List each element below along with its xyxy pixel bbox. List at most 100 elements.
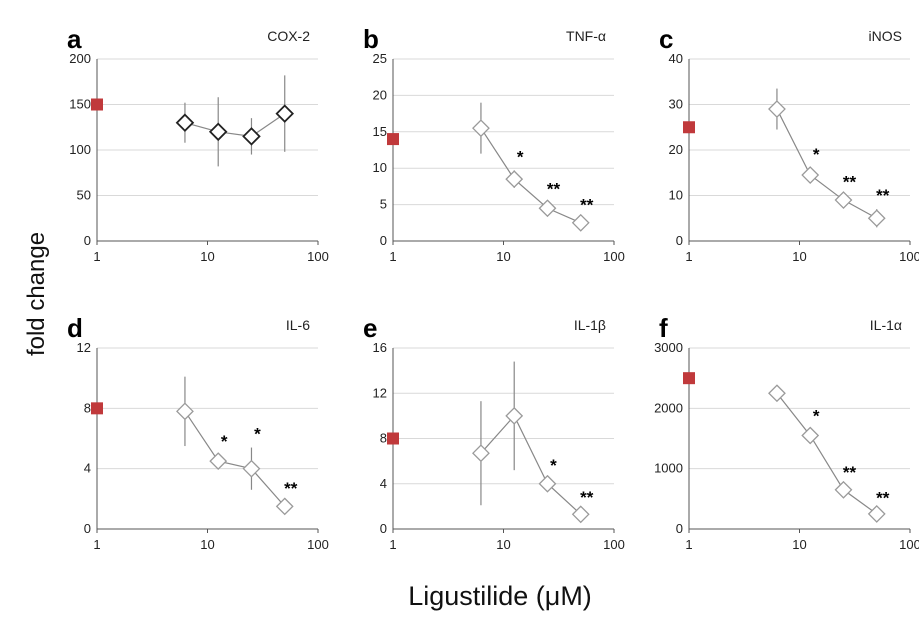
series-line <box>184 113 286 137</box>
y-tick-label: 4 <box>84 461 91 476</box>
x-tick-label: 10 <box>496 249 510 264</box>
panel-letter: d <box>67 313 83 343</box>
significance-mark: * <box>221 432 228 451</box>
panel-letter: a <box>67 24 82 54</box>
panel-letter: f <box>659 313 668 343</box>
significance-mark: * <box>813 406 820 425</box>
panel-title: IL-1β <box>574 317 606 333</box>
data-point <box>801 166 820 184</box>
x-tick-label: 1 <box>389 537 396 552</box>
y-tick-label: 10 <box>669 188 683 203</box>
y-tick-label: 20 <box>373 87 387 102</box>
y-tick-label: 0 <box>380 233 387 248</box>
significance-mark: ** <box>843 173 857 192</box>
y-tick-label: 0 <box>380 521 387 536</box>
data-point <box>801 426 820 445</box>
series-line <box>776 392 878 515</box>
data-point <box>538 199 557 218</box>
y-tick-label: 0 <box>676 521 683 536</box>
y-tick-label: 2000 <box>654 400 683 415</box>
control-point <box>683 121 695 134</box>
x-tick-label: 1 <box>93 537 100 552</box>
y-tick-label: 50 <box>77 188 91 203</box>
significance-mark: * <box>254 425 261 444</box>
data-point <box>275 104 295 123</box>
panel-letter: c <box>659 24 673 54</box>
y-tick-label: 16 <box>373 340 387 355</box>
x-tick-label: 10 <box>200 537 214 552</box>
significance-mark: ** <box>547 179 561 198</box>
data-point <box>867 504 886 523</box>
y-tick-label: 8 <box>84 400 91 415</box>
series-line <box>776 108 878 219</box>
y-tick-label: 0 <box>84 521 91 536</box>
y-tick-label: 200 <box>69 51 91 66</box>
data-point <box>505 170 524 189</box>
data-point <box>867 209 886 228</box>
y-tick-label: 1000 <box>654 461 683 476</box>
panel-title: IL-6 <box>286 317 310 333</box>
significance-mark: ** <box>284 479 298 498</box>
significance-mark: ** <box>843 463 857 482</box>
control-point <box>91 98 103 111</box>
data-point <box>176 402 194 421</box>
control-point <box>91 402 103 415</box>
y-tick-label: 25 <box>373 51 387 66</box>
y-tick-label: 0 <box>84 233 91 248</box>
x-tick-label: 1 <box>685 537 692 552</box>
y-tick-label: 0 <box>676 233 683 248</box>
control-point <box>387 133 399 146</box>
control-point <box>387 432 399 445</box>
data-point <box>768 100 786 118</box>
x-tick-label: 10 <box>200 249 214 264</box>
figure-y-label: fold change <box>23 232 50 356</box>
x-tick-label: 10 <box>792 537 806 552</box>
y-tick-label: 100 <box>69 142 91 157</box>
significance-mark: * <box>517 147 524 166</box>
panel-title: IL-1α <box>870 317 902 333</box>
y-tick-label: 20 <box>669 142 683 157</box>
x-tick-label: 1 <box>93 249 100 264</box>
y-tick-label: 15 <box>373 124 387 139</box>
x-tick-label: 100 <box>899 537 919 552</box>
panel-title: TNF-α <box>566 28 606 44</box>
panel-letter: e <box>363 313 377 343</box>
x-tick-label: 10 <box>792 249 806 264</box>
x-tick-label: 100 <box>307 537 329 552</box>
y-tick-label: 150 <box>69 97 91 112</box>
data-point <box>175 113 195 132</box>
data-point <box>208 122 228 142</box>
series-line <box>480 414 582 515</box>
significance-mark: ** <box>876 186 890 205</box>
data-point <box>275 497 294 516</box>
data-point <box>571 213 590 232</box>
significance-mark: * <box>550 456 557 475</box>
y-tick-label: 8 <box>380 431 387 446</box>
y-tick-label: 40 <box>669 51 683 66</box>
y-tick-label: 10 <box>373 160 387 175</box>
series-line <box>480 127 581 224</box>
x-tick-label: 100 <box>899 249 919 264</box>
x-tick-label: 1 <box>685 249 692 264</box>
y-tick-label: 4 <box>380 476 387 491</box>
data-point <box>834 191 853 209</box>
data-point <box>571 505 590 524</box>
significance-mark: ** <box>876 489 890 508</box>
x-tick-label: 100 <box>307 249 329 264</box>
data-point <box>472 444 490 463</box>
significance-mark: * <box>813 145 820 164</box>
data-point <box>209 452 228 471</box>
y-tick-label: 5 <box>380 197 387 212</box>
y-tick-label: 30 <box>669 97 683 112</box>
data-point <box>242 459 261 478</box>
figure-x-label: Ligustilide (μM) <box>408 581 592 611</box>
series-line <box>184 411 286 507</box>
x-tick-label: 1 <box>389 249 396 264</box>
data-point <box>242 127 261 146</box>
data-point <box>505 406 524 425</box>
